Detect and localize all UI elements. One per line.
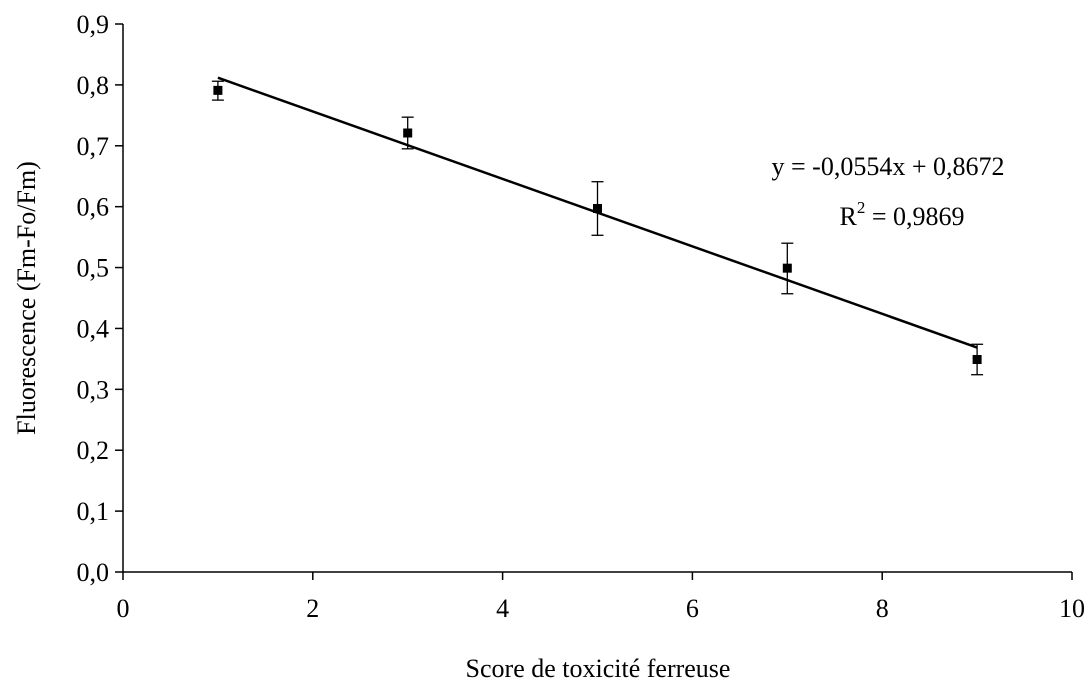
x-axis: 0 2 4 6 8 10 (117, 571, 1085, 623)
x-tick-label: 8 (876, 594, 889, 623)
x-tick-label: 0 (117, 594, 130, 623)
point-marker (403, 128, 413, 138)
y-axis: 0,0 0,1 0,2 0,3 0,4 0,5 0,6 0,7 0,8 0,9 (77, 10, 124, 587)
y-tick-label: 0,2 (77, 436, 110, 465)
r-squared-value: = 0,9869 (865, 202, 964, 231)
trendline-equation: y = -0,0554x + 0,8672 (772, 152, 1005, 181)
point-marker (972, 354, 982, 364)
data-point (781, 242, 794, 295)
x-tick-label: 4 (496, 594, 509, 623)
data-point (591, 181, 604, 236)
point-marker (593, 203, 602, 213)
data-point (401, 116, 414, 150)
y-tick-label: 0,6 (77, 193, 110, 222)
r-squared-label: R2 = 0,9869 (839, 198, 964, 231)
r-squared-exponent: 2 (857, 198, 866, 217)
x-tick-label: 6 (686, 594, 699, 623)
y-tick-label: 0,8 (77, 71, 110, 100)
x-tick-label: 2 (306, 594, 319, 623)
y-tick-label: 0,5 (77, 254, 110, 283)
x-tick-label: 10 (1059, 594, 1085, 623)
y-tick-label: 0,9 (77, 10, 110, 39)
point-marker (213, 85, 223, 95)
y-tick-label: 0,4 (77, 314, 110, 343)
data-points (211, 80, 984, 376)
y-tick-label: 0,1 (77, 497, 110, 526)
y-tick-label: 0,3 (77, 375, 110, 404)
y-tick-label: 0,7 (77, 132, 110, 161)
data-point (211, 80, 224, 101)
point-marker (782, 263, 792, 273)
x-axis-title: Score de toxicité ferreuse (466, 654, 731, 683)
r-squared-prefix: R (839, 202, 857, 231)
data-point (971, 343, 984, 376)
y-tick-label: 0,0 (77, 558, 110, 587)
y-axis-title: Fluorescence (Fm-Fo/Fm) (12, 161, 41, 435)
